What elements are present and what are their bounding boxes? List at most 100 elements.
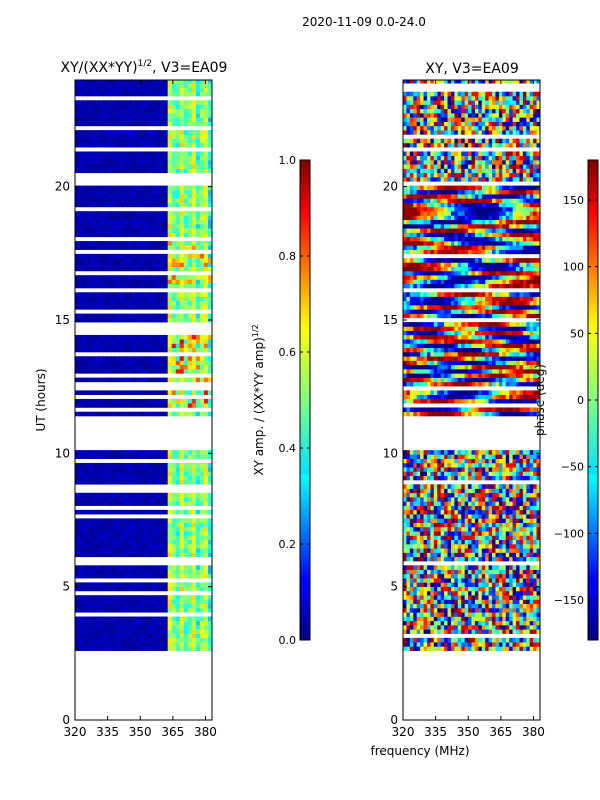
phase-cell (492, 552, 497, 558)
phase-cell (471, 612, 476, 617)
amplitude-cell (119, 573, 124, 579)
amplitude-cell (91, 160, 96, 165)
amplitude-cell (135, 334, 141, 340)
amplitude-cell (131, 258, 137, 263)
phase-cell (516, 518, 521, 523)
phase-cell (440, 625, 445, 630)
amplitude-cell (79, 313, 84, 319)
amplitude-cell (207, 168, 212, 174)
amplitude-cell (179, 300, 185, 306)
amplitude-cell (159, 198, 165, 203)
phase-cell (536, 505, 540, 511)
amplitude-cell (155, 544, 161, 549)
phase-cell (430, 522, 435, 528)
phase-cell (437, 569, 442, 575)
amplitude-cell (87, 87, 92, 93)
amplitude-cell (191, 492, 197, 498)
phase-cell (474, 616, 479, 622)
phase-cell (430, 488, 435, 494)
phase-cell (433, 509, 438, 515)
amplitude-cell (103, 343, 108, 349)
amplitude-cell (179, 317, 185, 323)
amplitude-cell (115, 83, 120, 88)
phase-cell (468, 544, 473, 549)
amplitude-cell (171, 142, 177, 148)
phase-cell (522, 505, 527, 511)
amplitude-cell (131, 305, 137, 310)
phase-cell (512, 484, 517, 489)
amplitude-cell (199, 142, 205, 148)
amplitude-cell (167, 603, 173, 609)
amplitude-cell (87, 454, 92, 459)
amplitude-cell (115, 108, 120, 114)
amplitude-cell (79, 599, 84, 605)
amplitude-cell (167, 198, 173, 203)
amplitude-cell (143, 480, 149, 485)
phase-cell (502, 569, 507, 575)
phase-cell (464, 646, 469, 651)
phase-cell (461, 531, 466, 536)
amplitude-cell (103, 646, 108, 651)
phase-cell (423, 569, 428, 575)
amplitude-cell (131, 390, 137, 395)
amplitude-cell (143, 313, 149, 319)
amplitude-cell (139, 194, 145, 199)
phase-cell (495, 637, 500, 643)
amplitude-cell (203, 160, 209, 165)
phase-cell (522, 620, 527, 626)
amplitude-cell (195, 253, 201, 259)
phase-cell (498, 544, 503, 549)
phase-cell (464, 518, 469, 523)
amplitude-cell (151, 509, 157, 515)
amplitude-cell (143, 194, 149, 199)
amplitude-cell (175, 531, 181, 536)
amplitude-cell (163, 548, 169, 553)
phase-cell (512, 603, 517, 609)
amplitude-cell (163, 454, 169, 459)
amplitude-cell (171, 279, 177, 285)
amplitude-cell (111, 245, 116, 250)
amplitude-cell (91, 104, 96, 110)
phase-cell (492, 548, 497, 553)
amplitude-cell (135, 202, 141, 208)
phase-cell (437, 608, 442, 613)
amplitude-cell (87, 334, 92, 340)
phase-cell (403, 608, 408, 613)
phase-cell (461, 458, 466, 464)
phase-cell (433, 535, 438, 541)
phase-cell (420, 458, 425, 464)
amplitude-cell (103, 232, 108, 238)
amplitude-cell (143, 603, 149, 609)
phase-cell (413, 612, 418, 617)
amplitude-cell (195, 189, 201, 195)
amplitude-cell (127, 134, 133, 139)
phase-cell (474, 526, 479, 532)
amplitude-cell (87, 492, 92, 498)
amplitude-cell (203, 398, 209, 404)
phase-cell (471, 454, 476, 459)
phase-cell (478, 462, 483, 468)
phase-cell (492, 462, 497, 468)
amplitude-cell (143, 279, 149, 285)
amplitude-cell (159, 637, 165, 643)
phase-cell (509, 522, 514, 528)
amplitude-cell (83, 211, 88, 216)
phase-cell (450, 637, 455, 643)
phase-cell (413, 595, 418, 600)
amplitude-cell (155, 501, 161, 506)
amplitude-cell (127, 548, 133, 553)
phase-cell (516, 629, 521, 634)
phase-cell (505, 522, 510, 528)
amplitude-cell (163, 531, 169, 536)
phase-cell (509, 552, 514, 558)
phase-cell (481, 539, 486, 545)
phase-cell (450, 548, 455, 553)
amplitude-cell (111, 155, 116, 161)
phase-cell (440, 608, 445, 613)
amplitude-cell (203, 646, 209, 651)
amplitude-cell (83, 390, 88, 395)
amplitude-cell (79, 364, 84, 370)
amplitude-cell (83, 544, 88, 549)
phase-cell (488, 625, 493, 630)
amplitude-cell (207, 582, 212, 587)
